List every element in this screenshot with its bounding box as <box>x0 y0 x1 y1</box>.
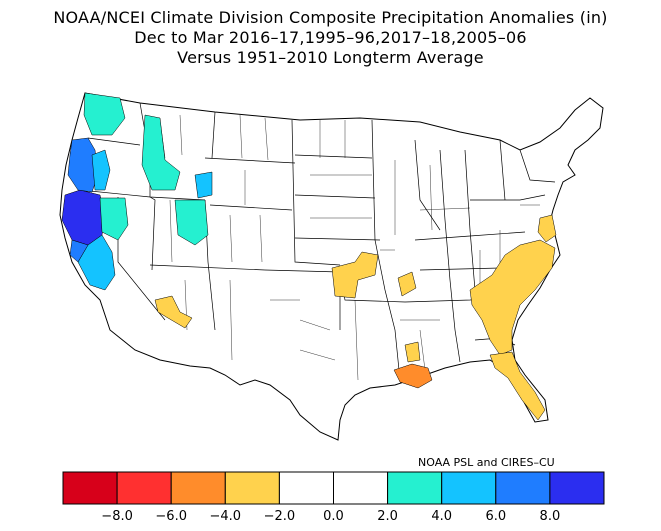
map-subtitle-baseline: Versus 1951–2010 Longterm Average <box>177 48 484 67</box>
map-title: NOAA/NCEI Climate Division Composite Pre… <box>53 8 608 27</box>
region-california-coast-central <box>69 239 89 263</box>
region-oregon-inland <box>91 149 111 191</box>
credit-label: NOAA PSL and CIRES–CU <box>418 456 555 469</box>
region-idaho-central <box>141 114 181 191</box>
region-oregon-coast <box>67 137 99 193</box>
region-arizona-south <box>154 295 193 329</box>
region-mississippi-south <box>404 341 421 363</box>
region-delmarva <box>537 214 557 243</box>
region-kansas-southeast <box>331 251 379 299</box>
region-wyoming-west <box>194 171 213 199</box>
region-florida <box>489 351 546 421</box>
region-nevada-northwest <box>99 197 129 241</box>
region-washington-cascades <box>83 92 126 136</box>
region-missouri-east <box>397 271 417 297</box>
map-subtitle-period: Dec to Mar 2016–17,1995–96,2017–18,2005–… <box>134 28 527 47</box>
region-southeast-atlantic <box>469 239 556 356</box>
region-louisiana-south <box>393 363 433 389</box>
region-utah-north <box>174 199 209 246</box>
region-california-sierra-central <box>77 234 116 291</box>
